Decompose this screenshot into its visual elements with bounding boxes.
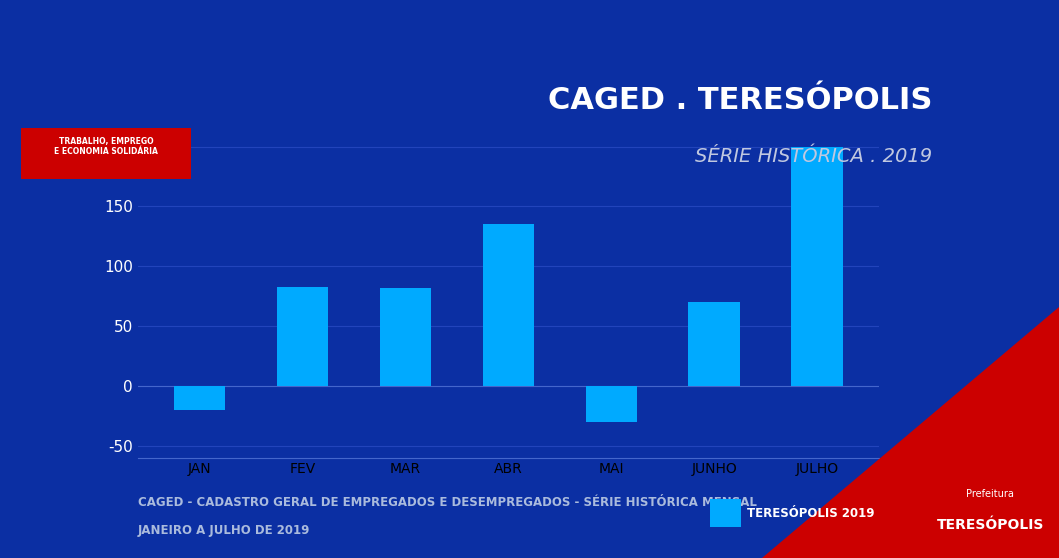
Text: TERESÓPOLIS: TERESÓPOLIS bbox=[936, 517, 1044, 532]
Bar bbox=[586, 386, 638, 422]
Bar bbox=[688, 302, 740, 386]
Bar bbox=[174, 386, 226, 410]
Bar bbox=[791, 147, 843, 386]
FancyBboxPatch shape bbox=[21, 128, 191, 179]
Text: PREFEITURA: PREFEITURA bbox=[85, 49, 127, 55]
Text: TRABALHO, EMPREGO
E ECONOMIA SOLIDÁRIA: TRABALHO, EMPREGO E ECONOMIA SOLIDÁRIA bbox=[54, 137, 158, 156]
Bar bbox=[276, 287, 328, 386]
Text: TERESÓPOLIS: TERESÓPOLIS bbox=[69, 69, 143, 79]
Polygon shape bbox=[762, 307, 1059, 558]
Bar bbox=[379, 288, 431, 386]
Text: CAGED - CADASTRO GERAL DE EMPREGADOS E DESEMPREGADOS - SÉRIE HISTÓRICA MENSAL: CAGED - CADASTRO GERAL DE EMPREGADOS E D… bbox=[138, 496, 756, 509]
Text: JANEIRO A JULHO DE 2019: JANEIRO A JULHO DE 2019 bbox=[138, 523, 310, 537]
Text: TERESÓPOLIS 2019: TERESÓPOLIS 2019 bbox=[747, 507, 874, 520]
Text: Prefeitura: Prefeitura bbox=[966, 489, 1015, 499]
Bar bbox=[483, 224, 534, 386]
Text: CAGED . TERESÓPOLIS: CAGED . TERESÓPOLIS bbox=[548, 86, 932, 115]
Text: SÉRIE HISTÓRICA . 2019: SÉRIE HISTÓRICA . 2019 bbox=[695, 147, 932, 166]
